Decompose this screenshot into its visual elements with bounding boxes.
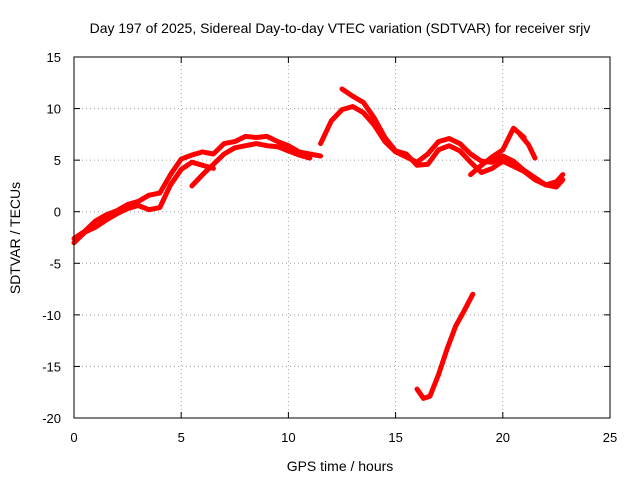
y-tick-label: -20 bbox=[42, 411, 61, 426]
y-axis-label: SDTVAR / TECUs bbox=[7, 182, 23, 294]
series-trace-g bbox=[517, 131, 538, 161]
chart-title: Day 197 of 2025, Sidereal Day-to-day VTE… bbox=[90, 20, 591, 36]
series-trace-e bbox=[339, 86, 566, 188]
x-tick-label: 25 bbox=[603, 430, 617, 445]
x-tick-label: 20 bbox=[496, 430, 510, 445]
x-axis-label: GPS time / hours bbox=[287, 458, 394, 474]
x-tick-label: 15 bbox=[388, 430, 402, 445]
series-trace-h bbox=[414, 291, 476, 401]
data-series-group bbox=[71, 86, 566, 401]
y-tick-label: 10 bbox=[47, 102, 61, 117]
series-trace-a bbox=[71, 133, 324, 241]
axis-ticks: 0 5 10 15 20 25 -20 -15 -10 -5 0 5 10 15 bbox=[42, 50, 617, 445]
y-tick-label: 5 bbox=[54, 153, 61, 168]
y-tick-label: -10 bbox=[42, 308, 61, 323]
y-tick-label: -15 bbox=[42, 359, 61, 374]
series-trace-f bbox=[468, 125, 527, 178]
y-tick-label: 0 bbox=[54, 205, 61, 220]
y-tick-label: -5 bbox=[49, 256, 61, 271]
x-tick-label: 10 bbox=[281, 430, 295, 445]
x-tick-label: 5 bbox=[178, 430, 185, 445]
series-trace-b bbox=[71, 159, 216, 246]
plot-frame bbox=[73, 56, 611, 419]
x-tick-label: 0 bbox=[70, 430, 77, 445]
series-trace-c bbox=[189, 141, 313, 189]
y-tick-label: 15 bbox=[47, 50, 61, 65]
